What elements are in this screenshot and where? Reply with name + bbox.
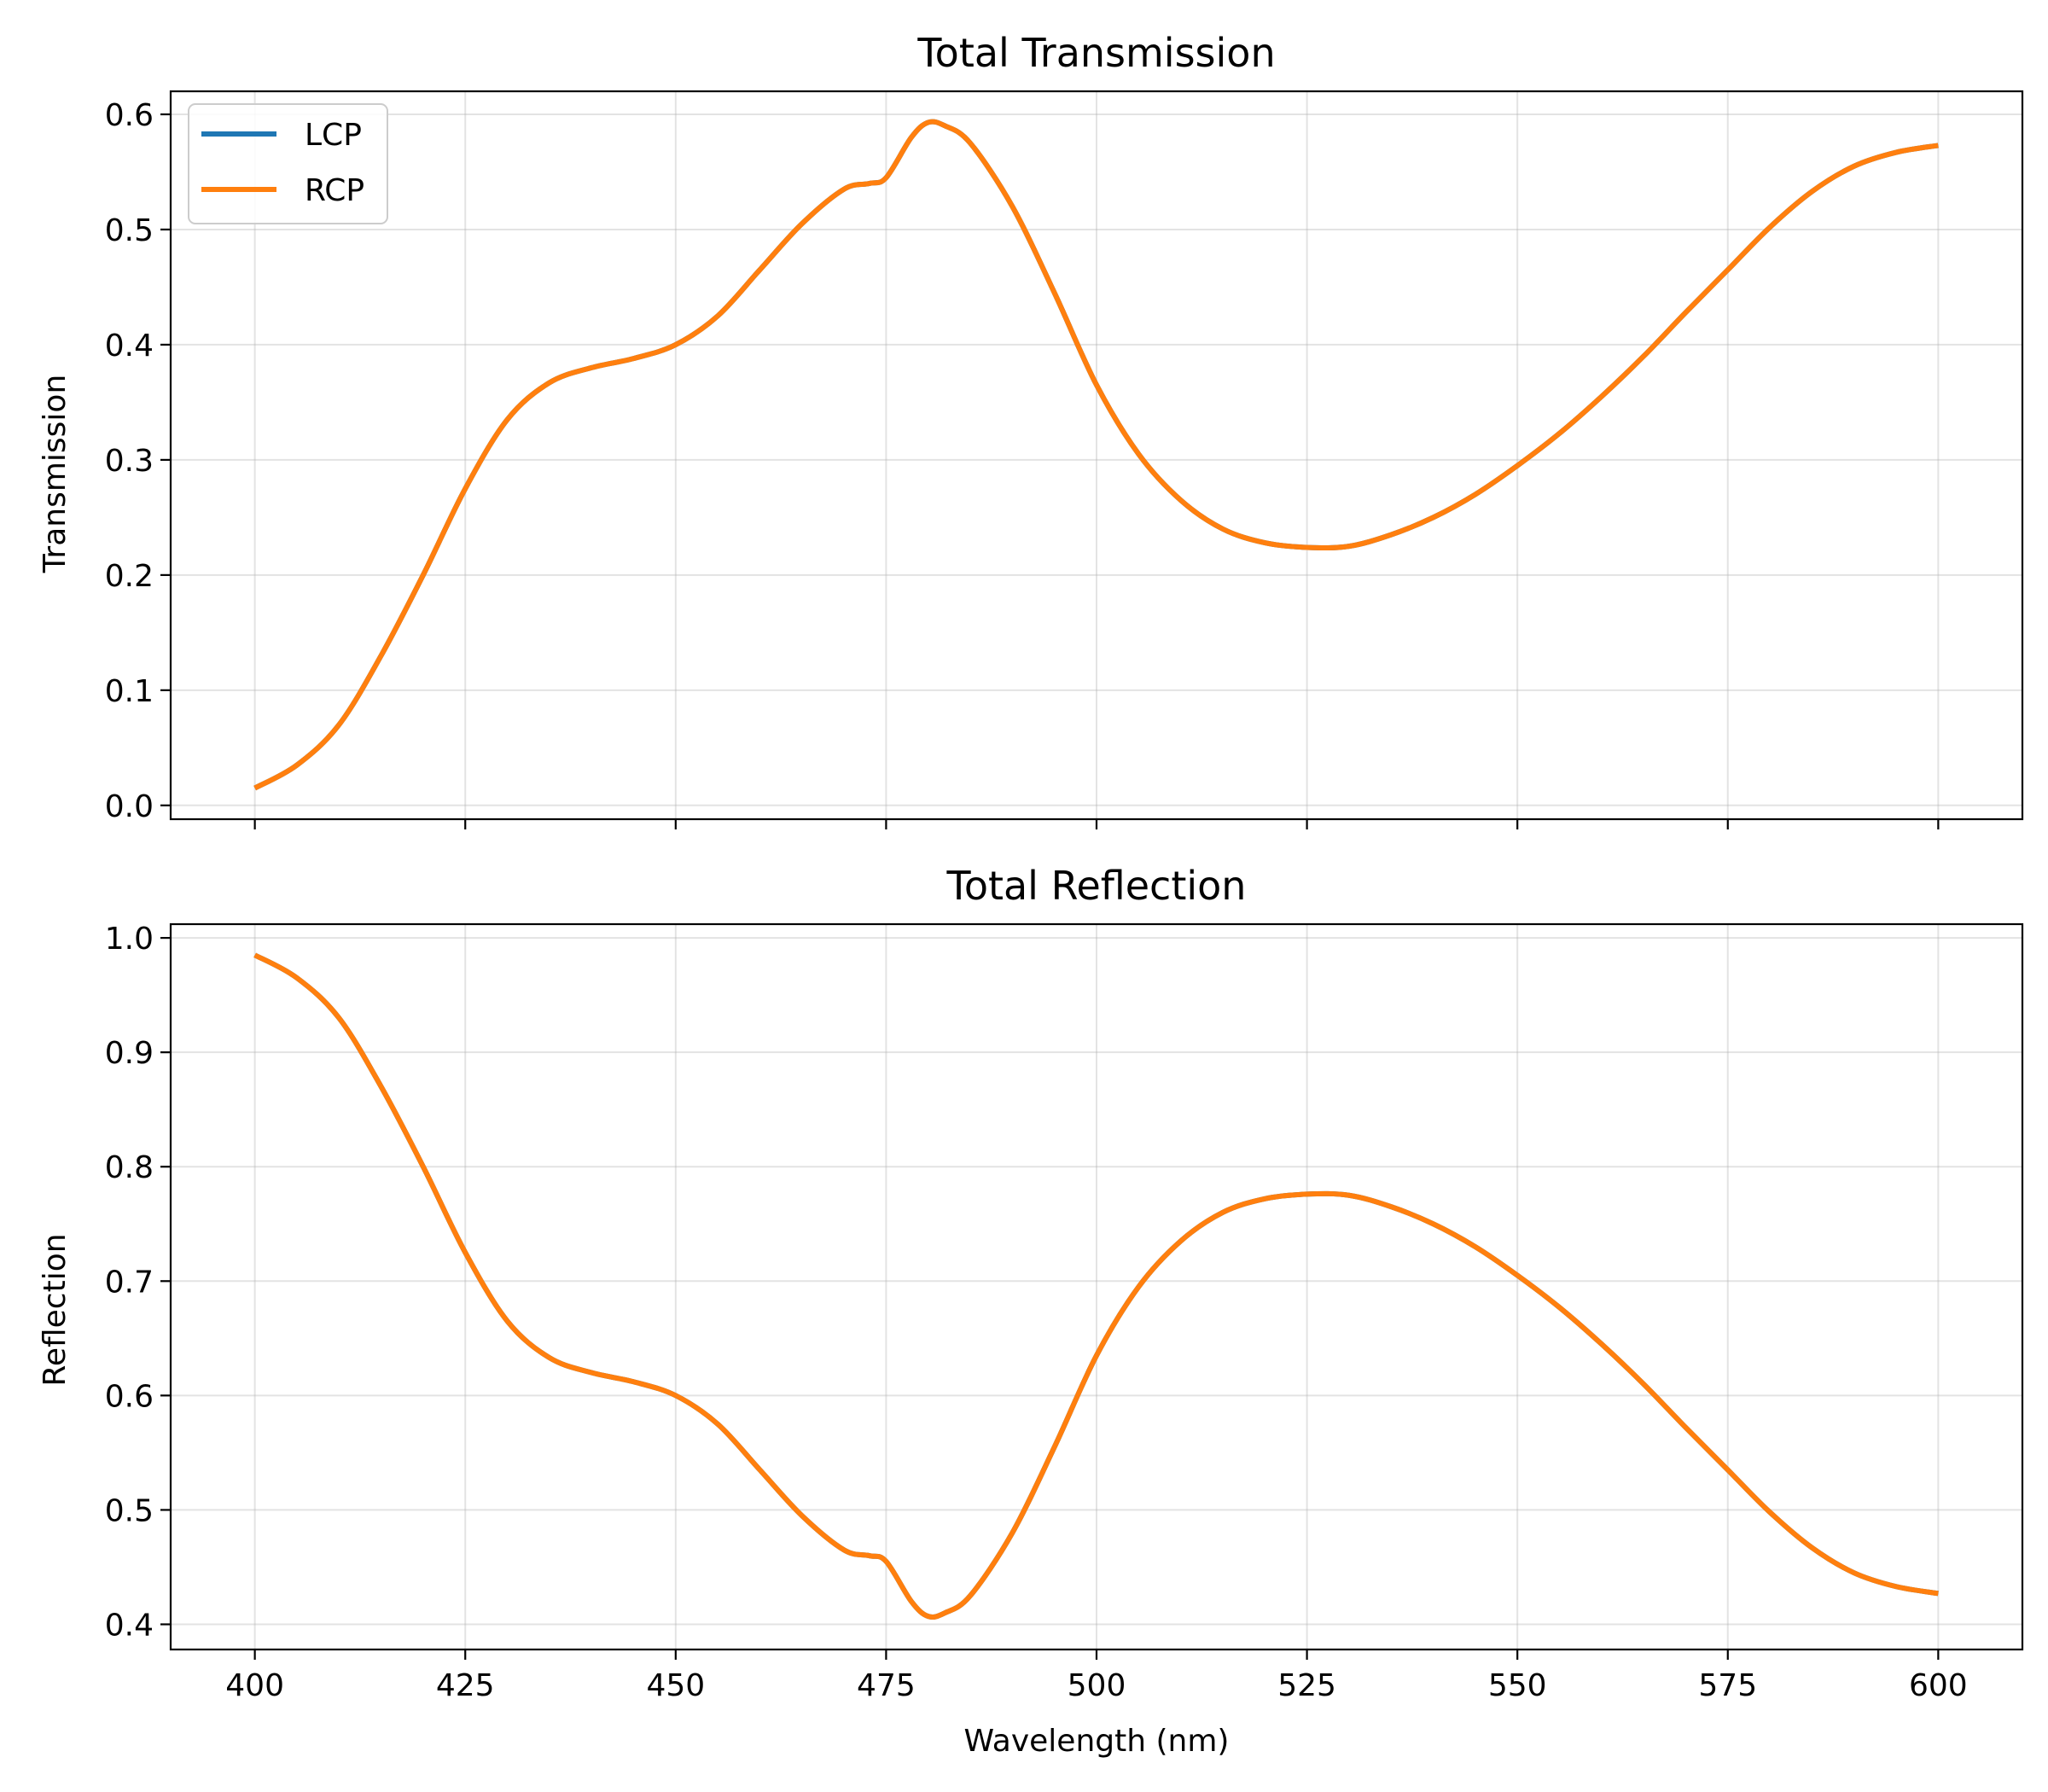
transmission-y-axis-label: Transmission [38,375,73,574]
legend[interactable]: LCP RCP [188,103,388,224]
reflection-x-axis-label: Wavelength (nm) [964,1724,1230,1759]
reflection-x-tick-label: 500 [1068,1668,1126,1703]
reflection-x-tick-label: 475 [857,1668,916,1703]
transmission-lines [253,119,1939,791]
reflection-y-tick-label: 0.7 [105,1265,154,1300]
reflection-y-tick-label: 0.5 [105,1493,154,1528]
reflection-y-tick-label: 0.8 [105,1150,154,1185]
transmission-y-ticks: 0.0 0.1 0.2 0.3 0.4 0.5 0.6 [105,98,171,824]
reflection-x-tick-label: 575 [1698,1668,1757,1703]
legend-lcp-label: LCP [305,118,362,153]
transmission-y-tick-label: 0.5 [105,213,154,248]
transmission-title: Total Transmission [916,30,1275,76]
reflection-y-tick-label: 0.9 [105,1036,154,1071]
reflection-x-tick-label: 600 [1909,1668,1968,1703]
transmission-y-tick-label: 0.4 [105,329,154,364]
transmission-y-tick-label: 0.0 [105,789,154,824]
transmission-panel: Total Transmission 0.0 0.1 0.2 0.3 0.4 0.5 0.6… [38,30,2024,829]
reflection-x-tick-label: 450 [646,1668,705,1703]
reflection-y-axis-label: Reflection [38,1233,73,1386]
reflection-rcp-line [253,952,1939,1620]
transmission-rcp-line [253,119,1939,791]
legend-rcp-label: RCP [305,173,364,208]
transmission-y-tick-label: 0.6 [105,98,154,133]
transmission-y-tick-label: 0.2 [105,559,154,594]
reflection-x-tick-label: 550 [1488,1668,1547,1703]
transmission-y-tick-label: 0.1 [105,674,154,709]
reflection-x-tick-label: 525 [1277,1668,1336,1703]
reflection-title: Total Reflection [946,863,1247,909]
reflection-x-tick-label: 425 [436,1668,495,1703]
reflection-panel: Total Reflection 400 425 450 475 500 525 550 57… [38,863,2024,1759]
reflection-y-tick-label: 0.6 [105,1379,154,1414]
transmission-y-tick-label: 0.3 [105,444,154,479]
transmission-x-ticks [253,819,1940,829]
reflection-x-tick-label: 400 [225,1668,284,1703]
reflection-x-ticks: 400 425 450 475 500 525 550 575 600 [225,1649,1968,1703]
reflection-grid [171,924,2022,1649]
reflection-y-tick-label: 0.4 [105,1609,154,1644]
reflection-lines [253,952,1939,1620]
reflection-y-tick-label: 1.0 [105,922,154,957]
reflection-y-ticks: 0.4 0.5 0.6 0.7 0.8 0.9 1.0 [105,922,171,1644]
